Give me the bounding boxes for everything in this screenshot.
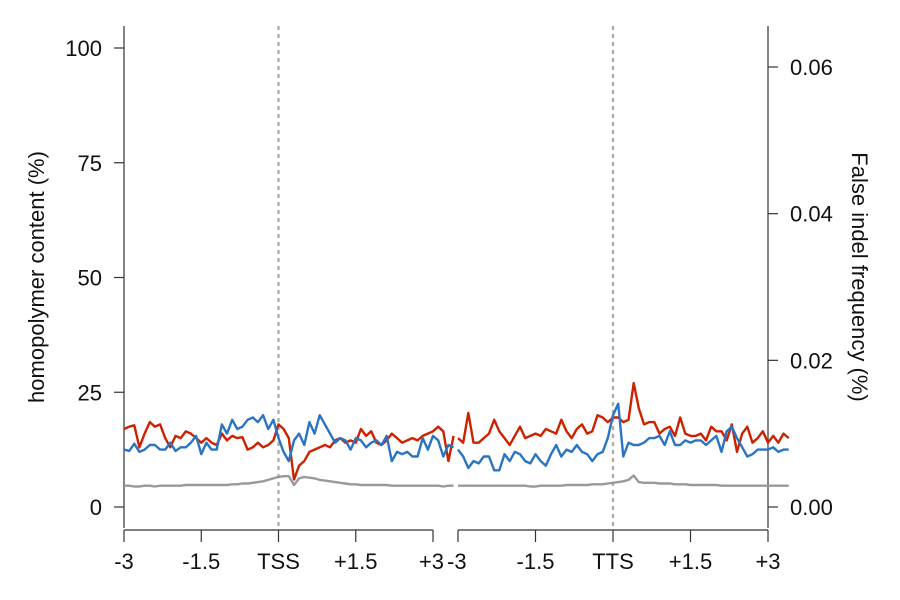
label-layer: 0 25 50 75 100 0.00 0.02 0.04 0.06 -3 -1.5 TSS +1.5 +… [65,36,833,574]
panel-tss-x-tick-label-0: -3 [114,549,134,574]
panel-tss-gray-line [124,475,454,488]
panel-tss-x-tick-label-4: +3 [419,549,444,574]
y-left-tick-label-3: 75 [78,151,102,176]
panel-tts-x-tick-label-0: -3 [447,549,467,574]
y-right-tick-label-1: 0.02 [790,348,833,373]
axes-layer [114,26,778,542]
panel-tts-x-tick-label-4: +3 [755,549,780,574]
panel-tts-x-tick-label-3: +1.5 [669,549,712,574]
y-axis-left-title: homopolymer content (%) [24,151,49,403]
panel-tts-x-tick-label-1: -1.5 [517,549,555,574]
y-left-tick-label-1: 25 [78,380,102,405]
panel-tss-x-tick-label-1: -1.5 [182,549,220,574]
panel-tts-blue-line [457,402,789,472]
panel-tts-x-tick-label-2: TTS [592,549,634,574]
y-left-tick-label-4: 100 [65,36,102,61]
y-right-tick-label-2: 0.04 [790,202,833,227]
y-right-tick-label-0: 0.00 [790,495,833,520]
panel-tts-red-line [457,381,790,454]
panel-tss-x-tick-label-2: TSS [257,549,300,574]
panel-tss-blue-line [123,414,455,463]
panel-tts-gray-line [458,474,789,488]
y-right-tick-label-3: 0.06 [790,55,833,80]
y-left-tick-label-2: 50 [78,266,102,291]
y-left-tick-label-0: 0 [90,495,102,520]
panel-tss-red-line [123,420,455,481]
panel-tss-x-tick-label-3: +1.5 [334,549,377,574]
series-layer [123,381,790,488]
y-axis-right-title: False indel frequency (%) [847,152,872,401]
marker-layer [277,25,615,532]
